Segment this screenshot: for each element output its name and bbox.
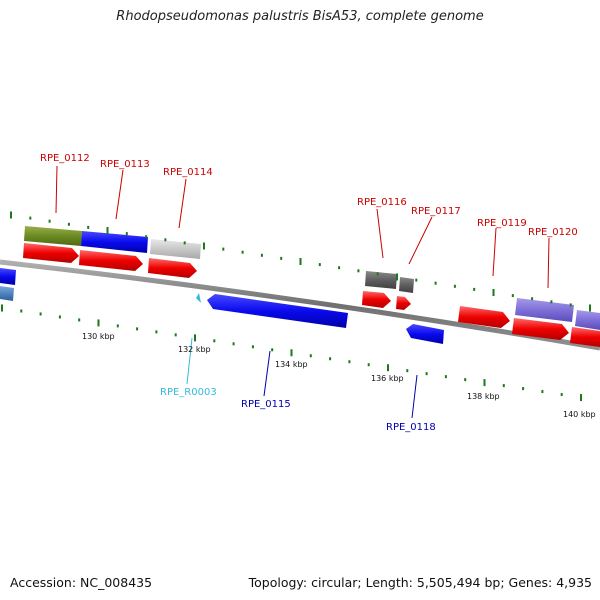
- gene-label-rpe-0120[interactable]: RPE_0120: [528, 227, 578, 238]
- scale-label-140: 140 kbp: [563, 410, 596, 419]
- scale-labels: 130 kbp 132 kbp 134 kbp 136 kbp 138 kbp …: [82, 332, 596, 419]
- leader-line: [492, 227, 497, 277]
- leader-line: [115, 169, 124, 220]
- cds-arrow: [458, 306, 510, 328]
- cds-arrow: [362, 291, 391, 308]
- leader-lines: [55, 165, 550, 419]
- scale-label-132: 132 kbp: [178, 345, 211, 354]
- forward-cds: [23, 243, 600, 347]
- leader-line: [411, 374, 418, 419]
- gene-label-rpe-0116[interactable]: RPE_0116: [357, 197, 407, 208]
- feature-darkgray-small: [399, 277, 414, 293]
- leader-line: [547, 237, 550, 289]
- gene-label-rpe-0114[interactable]: RPE_0114: [163, 167, 213, 178]
- feature-purple: [515, 298, 574, 322]
- gene-label-rpe-0117[interactable]: RPE_0117: [411, 206, 461, 217]
- accession-text: Accession: NC_008435: [10, 575, 153, 590]
- gene-label-rpe-0115[interactable]: RPE_0115: [241, 399, 291, 410]
- reverse-cds-arrow: [406, 324, 444, 344]
- leader-line: [408, 216, 433, 265]
- cds-arrow: [79, 250, 143, 271]
- reverse-features: [0, 286, 444, 344]
- leader-line: [55, 165, 58, 214]
- gene-label-rpe-0119[interactable]: RPE_0119: [477, 218, 527, 229]
- cds-arrow: [23, 243, 79, 263]
- leader-line: [186, 337, 193, 385]
- forward-features: [0, 226, 600, 330]
- scale-ticks: [1, 211, 591, 402]
- gene-labels: RPE_0112 RPE_0113 RPE_0114 RPE_0116 RPE_…: [40, 153, 578, 433]
- leader-line: [178, 178, 187, 229]
- leader-line: [263, 350, 271, 397]
- gene-label-rpe-r0003[interactable]: RPE_R0003: [160, 387, 217, 398]
- gene-label-rpe-0112[interactable]: RPE_0112: [40, 153, 90, 164]
- topology-text: Topology: circular; Length: 5,505,494 bp…: [248, 575, 592, 590]
- rna-marker: [196, 293, 201, 303]
- feature-olive: [24, 226, 82, 246]
- cds-arrow: [512, 318, 569, 340]
- gene-label-rpe-0118[interactable]: RPE_0118: [386, 422, 436, 433]
- cds-arrow: [570, 327, 600, 347]
- feature-darkgray: [365, 271, 397, 289]
- scale-label-136: 136 kbp: [371, 374, 404, 383]
- scale-label-138: 138 kbp: [467, 392, 500, 401]
- cds-arrow: [396, 296, 411, 310]
- reverse-cds-arrow: [207, 294, 348, 328]
- leader-line: [376, 208, 384, 259]
- feature-purple-edge: [575, 310, 600, 330]
- map-title: Rhodopseudomonas palustris BisA53, compl…: [116, 9, 484, 24]
- scale-label-134: 134 kbp: [275, 360, 308, 369]
- feature-blue: [81, 231, 148, 253]
- scale-label-130: 130 kbp: [82, 332, 115, 341]
- feature-blue-left-edge: [0, 268, 16, 285]
- feature-steel-edge: [0, 286, 14, 301]
- feature-lightgray: [150, 239, 201, 259]
- gene-label-rpe-0113[interactable]: RPE_0113: [100, 159, 150, 170]
- cds-arrow: [148, 258, 197, 278]
